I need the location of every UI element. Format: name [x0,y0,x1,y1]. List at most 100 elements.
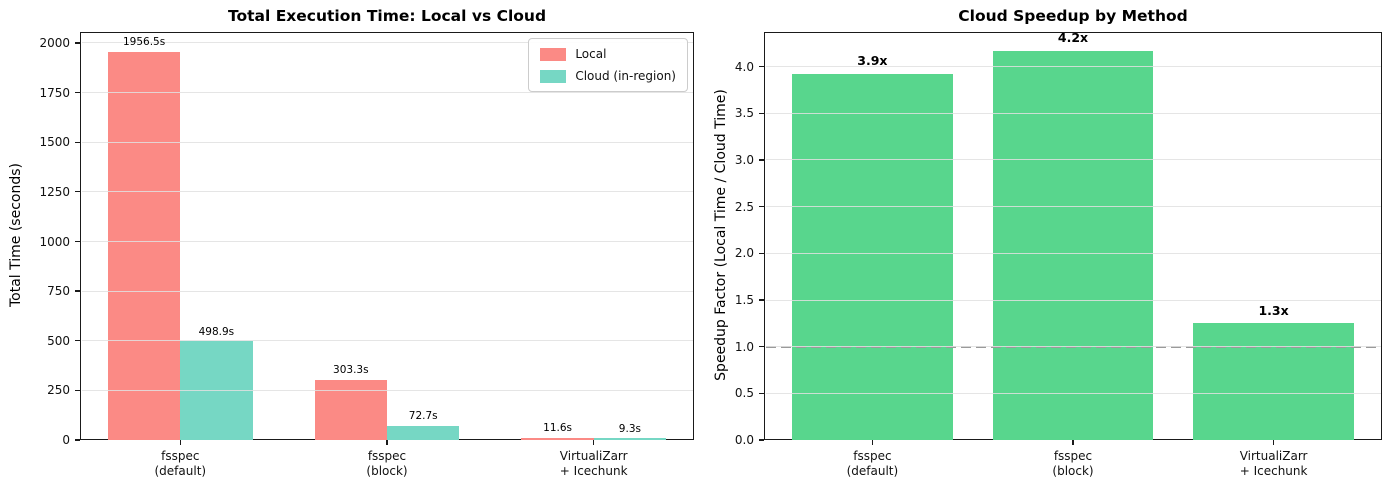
x-tick-label-fsspec-block: fsspec (block) [287,449,487,479]
y-tick-label: 3.5 [734,106,754,121]
x-tick-label-fsspec-default: fsspec (default) [80,449,280,479]
y-tick-label: 0 [62,433,70,447]
bar-value-label: 72.7s [408,410,438,423]
x-tick-label-line: (default) [154,464,207,478]
y-axis-label: Speedup Factor (Local Time / Cloud Time) [713,89,729,381]
bar-value-label: 9.3s [618,422,641,435]
y-tick-label: 0.5 [734,386,754,401]
x-tick-mark [1072,440,1074,445]
x-tick-label-line: (block) [1052,464,1094,478]
x-tick-label-fsspec-block: fsspec (block) [973,449,1173,479]
x-tick-label-line: + Icechunk [559,464,628,478]
y-tick-mark [75,91,80,94]
y-tick-mark [75,240,80,243]
x-tick-label-fsspec-default: fsspec (default) [772,449,972,479]
bar-speedup-virtualizarr-icechunk [1193,323,1354,440]
gridline [765,112,1381,114]
legend-swatch-local [540,47,567,61]
chart-title: Cloud Speedup by Method [958,7,1188,25]
y-tick-mark [75,340,80,342]
legend: Local Cloud (in-region) [528,38,688,92]
gridline [81,42,693,44]
x-tick-label-virtualizarr-icechunk: VirtualiZarr + Icechunk [494,449,694,479]
bar-cloud-in-region-fsspec-block [387,425,460,440]
bar-cloud-in-region-virtualizarr-icechunk [593,438,667,440]
y-tick-label: 1.0 [734,339,754,354]
bar-local-fsspec-block [314,379,387,440]
bar-value-label: 4.2x [1057,29,1089,45]
y-tick-mark [759,252,764,254]
y-tick-label: 500 [47,333,70,348]
gridline [81,290,693,292]
x-tick-mark [179,440,181,445]
y-tick-mark [75,191,80,193]
x-tick-mark [593,440,595,445]
y-tick-label: 1250 [39,184,70,199]
bar-local-fsspec-default [107,51,181,440]
x-tick-label-line: + Icechunk [1239,464,1308,478]
x-tick-label-line: (block) [366,464,408,478]
y-tick-mark [759,392,764,394]
bar-value-label: 3.9x [857,53,888,69]
y-tick-label: 0.0 [734,433,754,447]
y-tick-label: 2.5 [734,199,754,214]
y-tick-label: 2000 [39,35,70,50]
x-tick-mark [871,440,874,445]
y-tick-label: 750 [47,284,70,299]
y-tick-label: 250 [47,383,70,398]
gridline [765,252,1381,254]
gridline [765,346,1381,348]
x-tick-label-line: (default) [846,464,899,478]
y-tick-label: 1.5 [734,293,754,307]
x-tick-mark [1272,440,1275,445]
y-tick-mark [759,159,764,161]
y-tick-label: 4.0 [734,59,754,74]
chart-title: Total Execution Time: Local vs Cloud [227,7,547,25]
legend-swatch-cloud-in-region [540,69,567,83]
bar-speedup-fsspec-block [992,50,1154,440]
gridline [765,206,1381,208]
x-tick-label-line: fsspec [853,449,892,463]
y-tick-mark [759,345,764,348]
bar-value-label: 11.6s [543,422,573,435]
y-tick-mark [75,439,80,441]
y-tick-label: 1750 [39,85,70,100]
legend-item: Local [540,47,676,61]
bar-value-label: 303.3s [333,364,369,377]
y-tick-mark [759,439,764,441]
y-tick-mark [75,141,80,143]
x-tick-mark [386,440,388,445]
gridline [81,241,693,242]
x-tick-label-virtualizarr-icechunk: VirtualiZarr + Icechunk [1174,449,1374,479]
y-tick-mark [75,42,80,44]
y-tick-mark [759,205,764,208]
gridline [81,141,693,143]
gridline [81,389,693,391]
x-tick-label-line: fsspec [161,449,200,463]
y-tick-mark [759,112,764,114]
bar-value-label: 1.3x [1258,302,1289,318]
gridline [81,191,693,193]
gridline [765,66,1381,67]
gridline [765,159,1381,161]
y-tick-mark [759,299,764,301]
bar-local-virtualizarr-icechunk [521,437,594,440]
gridline [81,340,693,342]
x-tick-label-line: VirtualiZarr [559,449,628,463]
x-tick-label-line: VirtualiZarr [1239,449,1308,463]
y-tick-mark [75,389,80,392]
bar-speedup-fsspec-default [792,74,953,440]
y-tick-label: 1000 [39,234,70,249]
gridline [765,392,1381,394]
x-tick-label-line: fsspec [367,449,407,463]
bar-value-label: 498.9s [198,325,235,338]
legend-label: Local [575,47,607,61]
gridline [81,92,693,94]
bar-value-label: 1956.5s [122,36,166,49]
y-tick-label: 1500 [39,135,70,150]
y-tick-mark [759,65,764,68]
legend-label: Cloud (in-region) [575,69,676,83]
